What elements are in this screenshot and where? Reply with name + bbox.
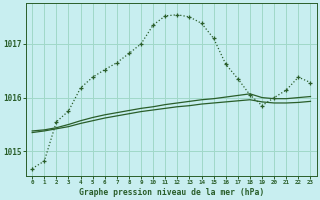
X-axis label: Graphe pression niveau de la mer (hPa): Graphe pression niveau de la mer (hPa) bbox=[79, 188, 264, 197]
